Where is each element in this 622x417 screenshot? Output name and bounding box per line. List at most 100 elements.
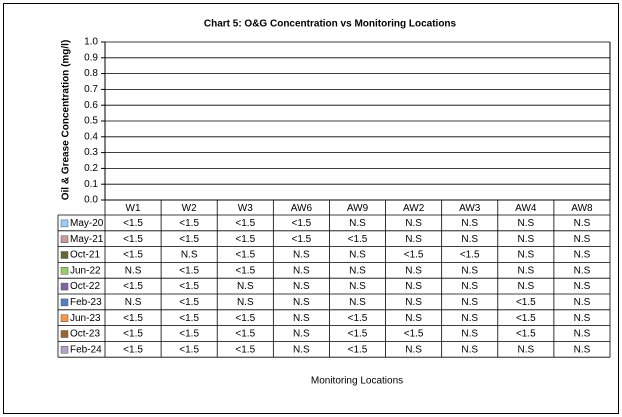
y-tick-label: 0.2 [84, 163, 98, 174]
legend-swatch [60, 330, 69, 338]
x-tick-label: W1 [126, 203, 141, 214]
table-cell: <1.5 [179, 281, 199, 292]
table-cell: N.S [293, 313, 310, 324]
table-cell: <1.5 [123, 250, 143, 261]
table-cell: <1.5 [123, 313, 143, 324]
x-tick-label: AW6 [291, 203, 313, 214]
y-tick-label: 0.6 [84, 100, 98, 111]
table-cell: N.S [461, 344, 478, 355]
table-cell: <1.5 [123, 281, 143, 292]
table-cell: N.S [517, 250, 534, 261]
table-cell: <1.5 [179, 265, 199, 276]
y-axis-title: Oil & Grease Concentration (mg/l) [61, 40, 72, 201]
y-tick-label: 0.1 [84, 179, 98, 190]
table-cell: <1.5 [123, 218, 143, 229]
table-cell: N.S [574, 265, 591, 276]
table-cell: N.S [574, 344, 591, 355]
table-cell: N.S [237, 297, 254, 308]
chart-title: Chart 5: O&G Concentration vs Monitoring… [204, 19, 457, 30]
table-cell: <1.5 [235, 344, 255, 355]
table-cell: N.S [517, 344, 534, 355]
table-cell: N.S [237, 281, 254, 292]
table-cell: <1.5 [348, 234, 368, 245]
legend-swatch [60, 298, 69, 307]
table-cell: <1.5 [235, 234, 255, 245]
table-cell: N.S [574, 218, 591, 229]
x-tick-label: W3 [238, 203, 253, 214]
table-cell: N.S [405, 313, 422, 324]
table-cell: N.S [574, 313, 591, 324]
table-cell: N.S [293, 329, 310, 340]
x-tick-label: AW4 [515, 203, 537, 214]
table-cell: <1.5 [179, 329, 199, 340]
legend-label: Oct-22 [70, 281, 100, 292]
table-cell: <1.5 [123, 344, 143, 355]
x-tick-label: W2 [182, 203, 197, 214]
legend-label: Feb-23 [70, 297, 102, 308]
table-cell: N.S [461, 265, 478, 276]
x-tick-label: AW3 [459, 203, 481, 214]
table-cell: N.S [125, 297, 142, 308]
table-cell: N.S [574, 329, 591, 340]
table-cell: N.S [574, 297, 591, 308]
table-cell: <1.5 [460, 250, 480, 261]
x-tick-label: AW2 [403, 203, 425, 214]
table-cell: <1.5 [516, 329, 536, 340]
table-cell: N.S [293, 281, 310, 292]
x-axis-title: Monitoring Locations [311, 376, 403, 387]
table-cell: <1.5 [179, 234, 199, 245]
table-cell: N.S [181, 250, 198, 261]
table-cell: N.S [349, 250, 366, 261]
table-cell: N.S [517, 234, 534, 245]
table-cell: N.S [349, 265, 366, 276]
table-cell: <1.5 [404, 250, 424, 261]
table-cell: N.S [574, 250, 591, 261]
table-cell: N.S [125, 265, 142, 276]
table-cell: <1.5 [179, 344, 199, 355]
legend-swatch [60, 219, 69, 228]
y-tick-label: 0.5 [84, 116, 98, 127]
legend-swatch [60, 346, 69, 354]
table-cell: N.S [405, 297, 422, 308]
y-tick-label: 0.4 [84, 131, 98, 142]
legend-label: Oct-23 [70, 329, 100, 340]
table-cell: N.S [293, 344, 310, 355]
table-cell: <1.5 [123, 329, 143, 340]
table-cell: <1.5 [348, 344, 368, 355]
table-cell: N.S [461, 234, 478, 245]
y-tick-label: 0.7 [84, 84, 98, 95]
table-cell: <1.5 [235, 265, 255, 276]
table-cell: <1.5 [179, 313, 199, 324]
table-cell: N.S [349, 218, 366, 229]
legend-label: May-21 [70, 234, 104, 245]
legend-swatch [60, 267, 69, 275]
table-cell: <1.5 [348, 313, 368, 324]
table-cell: N.S [349, 281, 366, 292]
table-cell: <1.5 [235, 218, 255, 229]
table-cell: N.S [405, 234, 422, 245]
table-cell: N.S [405, 344, 422, 355]
legend-label: Oct-21 [70, 250, 100, 261]
y-tick-label: 1.0 [84, 37, 98, 48]
y-tick-label: 0.0 [84, 195, 98, 206]
legend-label: Jun-23 [70, 313, 101, 324]
table-cell: N.S [405, 265, 422, 276]
table-cell: N.S [461, 281, 478, 292]
legend-swatch [60, 282, 69, 291]
table-cell: <1.5 [516, 313, 536, 324]
table-cell: <1.5 [235, 329, 255, 340]
legend-label: May-20 [70, 218, 104, 229]
table-cell: <1.5 [516, 297, 536, 308]
y-tick-label: 0.9 [84, 52, 98, 63]
table-cell: N.S [517, 281, 534, 292]
table-cell: N.S [293, 250, 310, 261]
table-cell: N.S [461, 218, 478, 229]
x-tick-label: AW9 [347, 203, 369, 214]
legend-label: Jun-22 [70, 265, 101, 276]
table-cell: <1.5 [235, 250, 255, 261]
table-cell: <1.5 [348, 329, 368, 340]
table-cell: N.S [574, 281, 591, 292]
table-cell: N.S [461, 313, 478, 324]
legend-label: Feb-24 [70, 344, 102, 355]
